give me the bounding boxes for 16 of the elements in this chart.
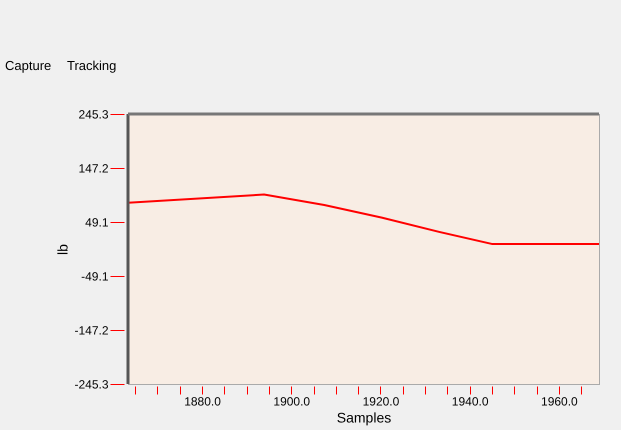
- x-tick-label: 1880.0: [184, 394, 222, 408]
- x-axis-title: Samples: [336, 410, 392, 426]
- y-tick-label: 147.2: [78, 161, 109, 176]
- y-tick-label: -245.3: [74, 378, 109, 392]
- y-tick-label: 49.1: [85, 215, 109, 230]
- line-series: [128, 194, 599, 246]
- text: Capture: [5, 58, 52, 73]
- x-tick-label: 1960.0: [541, 394, 578, 408]
- y-tick-label: 245.3: [78, 108, 109, 122]
- x-tick-label: 1900.0: [273, 394, 310, 408]
- y-tick-label: -147.2: [74, 324, 109, 338]
- y-tick-label: -49.1: [81, 270, 109, 284]
- x-tick-label: 1940.0: [452, 394, 489, 408]
- x-tick-label: 1920.0: [362, 394, 400, 408]
- y-axis-title: lb: [54, 244, 70, 255]
- text: Tracking: [67, 58, 116, 73]
